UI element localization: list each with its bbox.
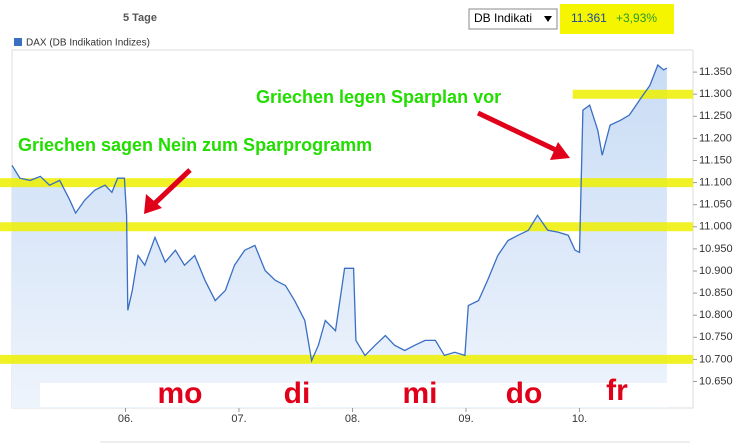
day-label: di [284, 377, 311, 410]
y-tick-label: 10.650 [699, 375, 733, 387]
arrow [150, 168, 192, 208]
y-tick-label: 11.300 [699, 88, 732, 100]
period-tab[interactable]: 5 Tage [123, 12, 157, 24]
y-tick-label: 11.050 [699, 199, 732, 211]
quote-box [560, 4, 674, 34]
y-tick-label: 11.250 [699, 110, 732, 122]
x-tick-label: 06. [118, 413, 133, 425]
y-tick-label: 10.750 [699, 331, 733, 343]
y-tick-label: 10.950 [699, 243, 733, 255]
y-tick-label: 10.850 [699, 287, 733, 299]
dropdown-arrow [544, 16, 552, 22]
last-value: 11.361 [571, 11, 607, 25]
selector-text[interactable]: DB Indikati [474, 11, 532, 25]
day-strip [40, 383, 680, 407]
selector[interactable] [468, 8, 558, 30]
area [12, 65, 667, 408]
annotation: Griechen sagen Nein zum Sparprogramm [18, 135, 372, 155]
x-tick-label: 07. [231, 413, 246, 425]
change: +3,93% [616, 11, 657, 25]
annotation: Griechen legen Sparplan vor [256, 87, 501, 107]
arrow-head [144, 194, 162, 214]
y-tick-label: 10.800 [699, 309, 733, 321]
y-tick-label: 11.200 [699, 132, 732, 144]
arrow-head [550, 142, 570, 160]
y-tick-label: 10.900 [699, 265, 733, 277]
arrow [476, 110, 560, 154]
y-tick-label: 10.700 [699, 353, 733, 365]
x-tick-label: 09. [458, 413, 473, 425]
y-tick-label: 11.100 [699, 176, 732, 188]
legend-label: DAX (DB Indikation Indizes) [26, 38, 150, 49]
x-tick-label: 08. [345, 413, 360, 425]
day-label: do [506, 377, 543, 410]
y-tick-label: 11.000 [699, 221, 732, 233]
day-label: fr [606, 374, 628, 407]
legend-swatch [14, 38, 22, 46]
day-label: mo [158, 377, 203, 410]
x-tick-label: 10. [572, 413, 587, 425]
y-tick-label: 11.150 [699, 154, 732, 166]
day-label: mi [402, 377, 437, 410]
y-tick-label: 11.350 [699, 66, 732, 78]
line [11, 63, 668, 363]
